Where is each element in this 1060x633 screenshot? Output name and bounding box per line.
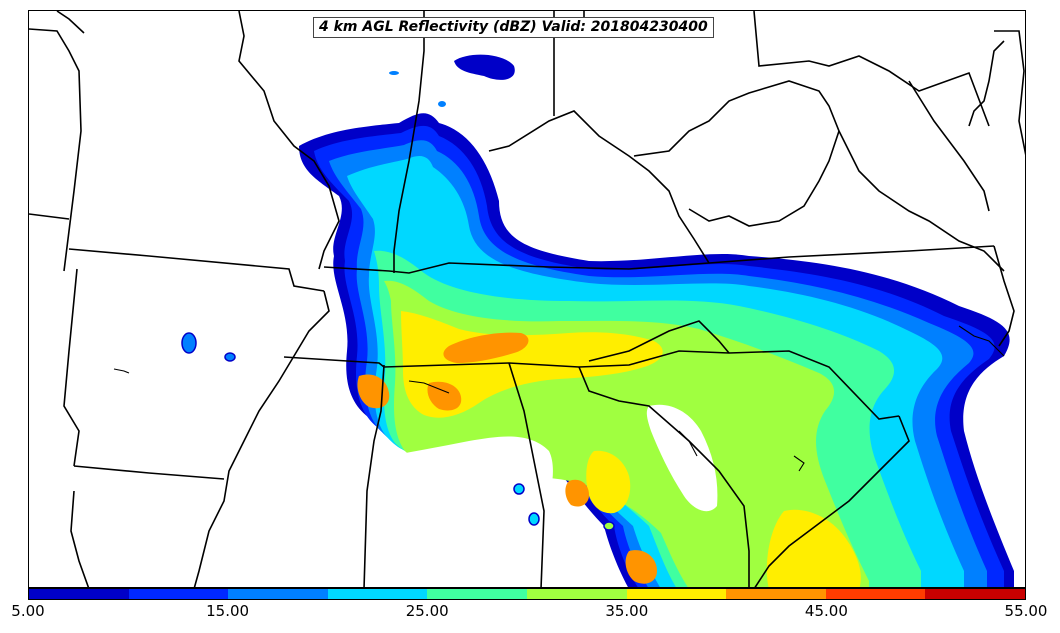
map-panel: 4 km AGL Reflectivity (dBZ) Valid: 20180…	[28, 10, 1026, 588]
colorbar-swatch	[825, 589, 926, 599]
colorbar-swatch	[228, 589, 328, 599]
reflectivity-45dbz-area	[565, 479, 589, 507]
colorbar-tick-label: 45.00	[804, 602, 848, 620]
reflectivity-5dbz-area	[454, 54, 515, 80]
water-outlines	[113, 325, 1005, 472]
reflectivity-gap	[646, 404, 718, 512]
reflectivity-45dbz-area	[625, 550, 657, 584]
state-boundaries	[29, 11, 1025, 587]
colorbar-swatch	[626, 589, 727, 599]
reflectivity-45dbz-area	[427, 381, 462, 411]
reflectivity-40dbz-area	[766, 509, 861, 587]
colorbar-tick-label: 25.00	[405, 602, 449, 620]
reflectivity-cell	[224, 352, 236, 362]
colorbar-tick-label: 55.00	[1004, 602, 1048, 620]
colorbar-swatch	[726, 589, 826, 599]
colorbar-tick-label: 15.00	[206, 602, 250, 620]
colorbar-swatch	[327, 589, 428, 599]
colorbar-swatch	[526, 589, 627, 599]
reflectivity-cell	[603, 521, 615, 531]
colorbar-swatch	[128, 589, 229, 599]
colorbar-tick-label: 5.00	[11, 602, 45, 620]
colorbar-swatch	[29, 589, 129, 599]
colorbar-swatch	[925, 589, 1025, 599]
reflectivity-cell	[528, 512, 540, 526]
reflectivity-cell	[181, 332, 197, 354]
reflectivity-45dbz-area	[443, 332, 529, 363]
reflectivity-map	[29, 11, 1025, 587]
colorbar-tick-label: 35.00	[605, 602, 649, 620]
map-title: 4 km AGL Reflectivity (dBZ) Valid: 20180…	[313, 17, 714, 38]
reflectivity-cell	[438, 101, 446, 107]
reflectivity-40dbz-area	[586, 450, 631, 514]
reflectivity-cell	[389, 71, 399, 75]
colorbar-swatch	[427, 589, 527, 599]
colorbar	[28, 588, 1026, 600]
reflectivity-gap	[359, 436, 553, 587]
reflectivity-cell	[513, 483, 525, 495]
